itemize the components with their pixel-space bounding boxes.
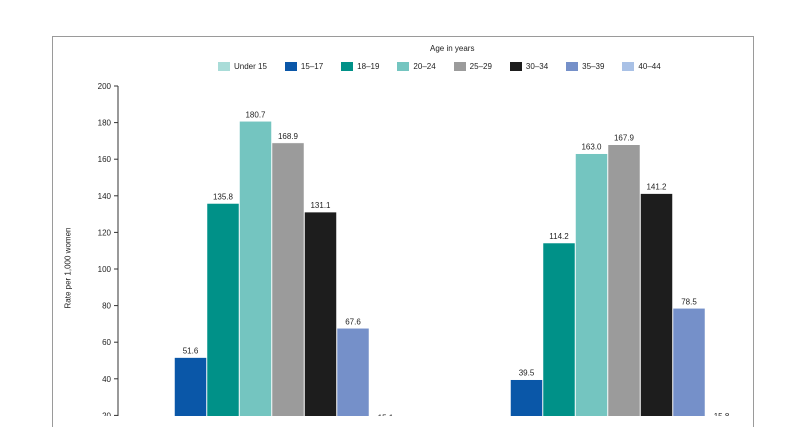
bar-value-label: 78.5 — [681, 297, 697, 306]
bar — [174, 357, 207, 416]
legend-item: 40–44 — [622, 62, 661, 71]
bar — [575, 153, 608, 416]
bar-value-label: 168.9 — [278, 132, 299, 141]
y-tick-label: 180 — [98, 119, 112, 128]
legend-label: 35–39 — [582, 62, 605, 71]
bar-value-label: 51.6 — [183, 347, 199, 356]
bar-value-label: 15.1 — [378, 413, 394, 416]
legend-item: 30–34 — [509, 62, 549, 71]
bar — [304, 211, 337, 416]
legend-swatch — [218, 62, 230, 71]
bar-value-label: 39.5 — [519, 369, 535, 378]
legend-item: 20–24 — [397, 62, 436, 71]
legend-item: Under 15 — [218, 62, 267, 71]
legend-swatch — [341, 62, 354, 71]
legend-swatch — [566, 62, 579, 71]
legend-swatch — [397, 62, 410, 71]
y-tick-label: 100 — [98, 265, 112, 274]
legend-item: 15–17 — [284, 62, 324, 71]
y-tick-label: 60 — [102, 338, 111, 347]
y-tick-label: 80 — [102, 302, 111, 311]
bar — [672, 308, 706, 416]
legend-label: 25–29 — [469, 62, 492, 71]
bar-value-label: 131.1 — [310, 201, 331, 210]
legend-swatch — [622, 62, 635, 71]
bar — [336, 328, 370, 416]
y-tick-label: 20 — [102, 411, 111, 416]
bar — [542, 242, 576, 416]
legend-item: 25–29 — [453, 62, 492, 71]
bar-value-label: 167.9 — [614, 134, 635, 143]
legend: Under 15 15–17 18–19 20–24 25–29 30–34 35–39 40… — [218, 62, 661, 71]
bar-value-label: 180.7 — [245, 110, 266, 119]
legend-label: Under 15 — [234, 62, 267, 71]
legend-title: Age in years — [430, 44, 475, 53]
bar — [239, 121, 272, 416]
bar-value-label: 15.8 — [714, 412, 730, 416]
legend-item: 18–19 — [341, 62, 379, 71]
bar-value-label: 135.8 — [213, 192, 234, 201]
y-tick-label: 140 — [98, 192, 112, 201]
bar-value-label: 141.2 — [646, 183, 667, 192]
bar-value-label: 114.2 — [549, 232, 569, 241]
legend-swatch — [509, 62, 522, 71]
bar-value-label: 67.6 — [345, 317, 361, 326]
legend-item: 35–39 — [566, 62, 604, 71]
legend-label: 20–24 — [413, 62, 436, 71]
y-tick-label: 120 — [98, 228, 112, 237]
bar — [206, 203, 240, 416]
legend-swatch — [284, 62, 297, 71]
bar — [271, 142, 305, 416]
legend-label: 18–19 — [357, 62, 380, 71]
bar-value-label: 163.0 — [581, 143, 602, 152]
bar — [607, 144, 641, 416]
legend-label: 30–34 — [525, 62, 549, 71]
legend-swatch — [453, 62, 466, 71]
legend-label: 15–17 — [300, 62, 324, 71]
y-tick-label: 40 — [102, 375, 111, 384]
y-tick-label: 200 — [98, 82, 112, 91]
y-tick-label: 160 — [98, 155, 112, 164]
bar-chart: 20 40 60 80 100 120 140 160 180 200 51.6 39.5 135.8 1… — [98, 82, 730, 416]
bar — [640, 193, 673, 416]
legend-label: 40–44 — [638, 62, 661, 71]
bar — [510, 379, 543, 416]
